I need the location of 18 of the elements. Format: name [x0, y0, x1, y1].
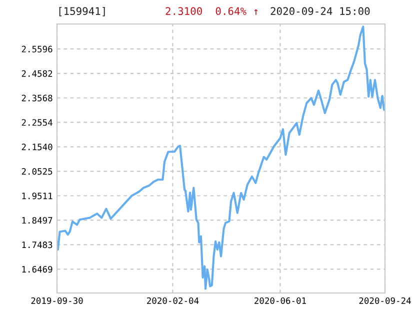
x-tick-label: 2020-06-01	[254, 297, 306, 304]
y-tick-label: 2.0525	[22, 168, 52, 175]
y-tick-label: 1.7483	[22, 242, 52, 248]
x-tick-label: 2019-09-30	[31, 297, 83, 304]
y-tick-label: 1.8497	[22, 217, 52, 224]
x-tick-label: 2020-02-04	[147, 297, 199, 304]
line-series	[57, 26, 385, 290]
y-tick-label: 2.3568	[22, 94, 52, 102]
y-tick-label: 2.5596	[22, 46, 52, 52]
y-tick-label: 1.6469	[22, 266, 52, 273]
y-tick-label: 2.2554	[22, 119, 52, 126]
x-tick-label: 2020-09-24	[359, 297, 411, 304]
chart-title: [159941]	[59, 6, 105, 16]
chart-subtitle: 2.3100 0.64% ↑	[166, 7, 258, 16]
text: 2020-09-24 15:00	[270, 7, 370, 16]
y-tick-label: 1.9511	[22, 192, 52, 200]
y-tick-label: 2.4582	[22, 70, 52, 77]
y-tick-label: 2.1540	[22, 144, 52, 150]
